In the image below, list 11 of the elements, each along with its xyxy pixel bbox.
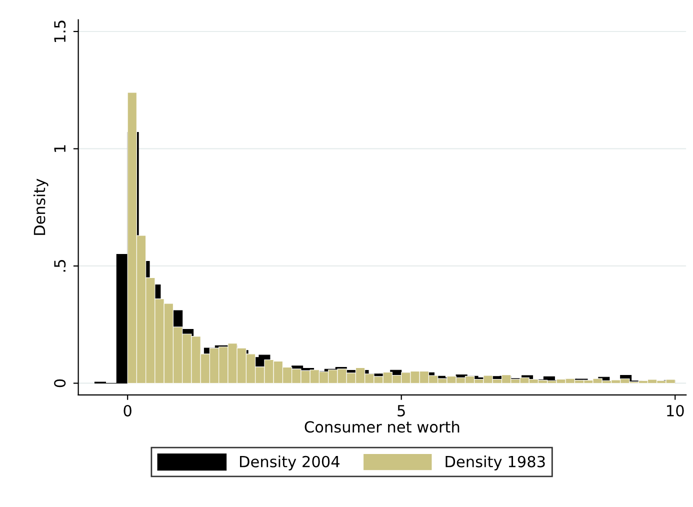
y-tick-label: 0 <box>54 379 66 388</box>
legend-label: Density 1983 <box>446 456 545 470</box>
x-tick-label: 0 <box>124 404 132 416</box>
x-axis-title: Consumer net worth <box>304 420 460 433</box>
legend-label: Density 2004 <box>240 456 340 470</box>
y-tick-label: 1 <box>54 145 66 152</box>
x-tick-label: 5 <box>398 405 405 416</box>
y-axis-title: Density <box>33 178 48 235</box>
y-tick-label: .5 <box>54 260 66 272</box>
y-tick-label: 1.5 <box>54 20 66 42</box>
x-tick-label: 10 <box>667 404 684 416</box>
